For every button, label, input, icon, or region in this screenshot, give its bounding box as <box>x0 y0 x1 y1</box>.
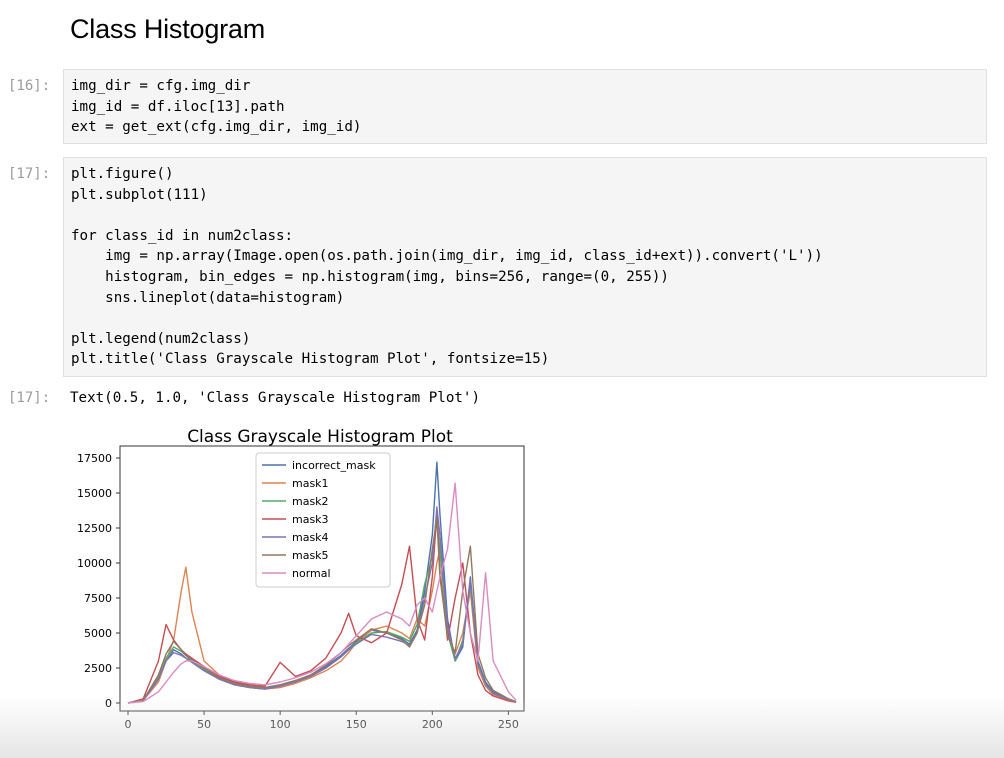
cell-prompt-17: [17]: <box>8 166 51 182</box>
x-tick-label: 0 <box>125 718 132 731</box>
legend: incorrect_mask mask1 mask2 mask3 mask4 mask5 n… <box>255 452 391 588</box>
output-prompt-17: [17]: <box>8 390 51 406</box>
code-line: for class_id in num2class: <box>71 227 294 244</box>
legend-label: normal <box>292 567 331 580</box>
code-line: plt.title('Class Grayscale Histogram Plo… <box>71 351 550 368</box>
code-cell-16[interactable]: img_dir = cfg.img_dir img_id = df.iloc[1… <box>63 69 987 144</box>
output-text: Text(0.5, 1.0, 'Class Grayscale Histogra… <box>70 390 480 406</box>
y-tick-label: 5000 <box>84 627 112 640</box>
x-tick-label: 100 <box>270 718 291 731</box>
code-line: sns.lineplot(data=histogram) <box>71 289 345 306</box>
x-tick-label: 150 <box>346 718 367 731</box>
y-tick-label: 0 <box>105 697 112 710</box>
legend-label: mask3 <box>292 513 329 526</box>
y-tick-label: 12500 <box>77 522 112 535</box>
section-heading: Class Histogram <box>70 14 266 44</box>
code-line: plt.figure() <box>71 166 174 182</box>
code-line: img_dir = cfg.img_dir <box>71 78 251 94</box>
x-tick-label: 50 <box>197 718 211 731</box>
legend-label: mask1 <box>292 477 329 490</box>
series-line-normal <box>127 482 517 704</box>
series-lines <box>127 461 517 704</box>
y-tick-label: 7500 <box>84 592 112 605</box>
code-cell-17[interactable]: plt.figure() plt.subplot(111) for class_… <box>63 157 987 377</box>
series-line-mask5 <box>127 517 517 704</box>
code-line: histogram, bin_edges = np.histogram(img,… <box>71 268 669 285</box>
chart-title: Class Grayscale Histogram Plot <box>187 427 453 447</box>
code-block-16[interactable]: img_dir = cfg.img_dir img_id = df.iloc[1… <box>64 70 986 138</box>
code-line: plt.subplot(111) <box>71 186 208 203</box>
legend-box <box>255 452 391 588</box>
code-block-17[interactable]: plt.figure() plt.subplot(111) for class_… <box>64 158 986 370</box>
series-line-mask4 <box>127 506 517 704</box>
histogram-chart: Class Grayscale Histogram Plot 025005000… <box>77 427 525 731</box>
x-tick-label: 250 <box>498 718 519 731</box>
code-line: ext = get_ext(cfg.img_dir, img_id) <box>71 119 362 136</box>
y-tick-label: 2500 <box>84 662 112 675</box>
legend-label: mask5 <box>292 549 329 562</box>
cell-prompt-16: [16]: <box>8 78 51 94</box>
y-tick-label: 17500 <box>77 452 112 465</box>
x-tick-label: 200 <box>422 718 443 731</box>
legend-label: mask4 <box>292 531 329 544</box>
legend-label: incorrect_mask <box>292 459 376 472</box>
y-tick-label: 15000 <box>77 487 112 500</box>
code-line: img_id = df.iloc[13].path <box>71 98 285 115</box>
legend-label: mask2 <box>292 495 329 508</box>
y-tick-label: 10000 <box>77 557 112 570</box>
code-line: img = np.array(Image.open(os.path.join(i… <box>71 248 823 265</box>
code-line: plt.legend(num2class) <box>71 330 251 347</box>
